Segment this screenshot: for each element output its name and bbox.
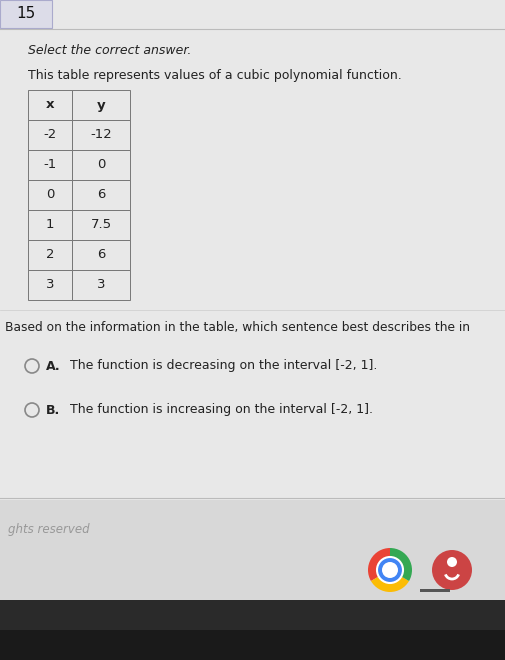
Bar	[28, 120, 72, 150]
Text: The function is increasing on the interval [-2, 1].: The function is increasing on the interv…	[70, 403, 372, 416]
Bar	[72, 150, 130, 180]
Bar	[0, 500, 505, 600]
Text: 3: 3	[96, 279, 105, 292]
Text: A.: A.	[46, 360, 61, 372]
Text: The function is decreasing on the interval [-2, 1].: The function is decreasing on the interv…	[70, 360, 377, 372]
Text: 15: 15	[16, 7, 35, 22]
Text: Based on the information in the table, which sentence best describes the in: Based on the information in the table, w…	[5, 321, 469, 335]
Text: 0: 0	[96, 158, 105, 172]
Text: This table represents values of a cubic polynomial function.: This table represents values of a cubic …	[28, 69, 401, 81]
Bar	[72, 90, 130, 120]
Text: -12: -12	[90, 129, 112, 141]
Wedge shape	[389, 548, 411, 581]
Bar	[28, 210, 72, 240]
Text: -1: -1	[43, 158, 57, 172]
Text: Select the correct answer.: Select the correct answer.	[28, 44, 191, 57]
Bar	[28, 90, 72, 120]
Circle shape	[381, 562, 397, 578]
Bar	[0, 630, 505, 660]
Text: 2: 2	[45, 249, 54, 261]
Bar	[28, 180, 72, 210]
Text: ghts reserved: ghts reserved	[8, 523, 89, 537]
Bar	[72, 210, 130, 240]
Bar	[72, 240, 130, 270]
Text: 0: 0	[46, 189, 54, 201]
Text: 3: 3	[45, 279, 54, 292]
Text: 6: 6	[96, 189, 105, 201]
Bar	[28, 240, 72, 270]
Wedge shape	[370, 570, 408, 592]
Text: B.: B.	[46, 403, 60, 416]
Bar	[0, 0, 505, 560]
Text: -2: -2	[43, 129, 57, 141]
Text: 6: 6	[96, 249, 105, 261]
Circle shape	[431, 550, 471, 590]
Text: x: x	[45, 98, 54, 112]
Circle shape	[446, 557, 456, 567]
Bar	[0, 600, 505, 660]
Bar	[0, 0, 52, 28]
Wedge shape	[367, 548, 389, 581]
Bar	[28, 150, 72, 180]
Bar	[72, 270, 130, 300]
Text: 1: 1	[45, 218, 54, 232]
Bar	[72, 180, 130, 210]
Bar	[28, 270, 72, 300]
Text: 7.5: 7.5	[90, 218, 111, 232]
Text: y: y	[96, 98, 105, 112]
Bar	[72, 120, 130, 150]
Circle shape	[376, 557, 402, 583]
Bar	[419, 589, 449, 592]
